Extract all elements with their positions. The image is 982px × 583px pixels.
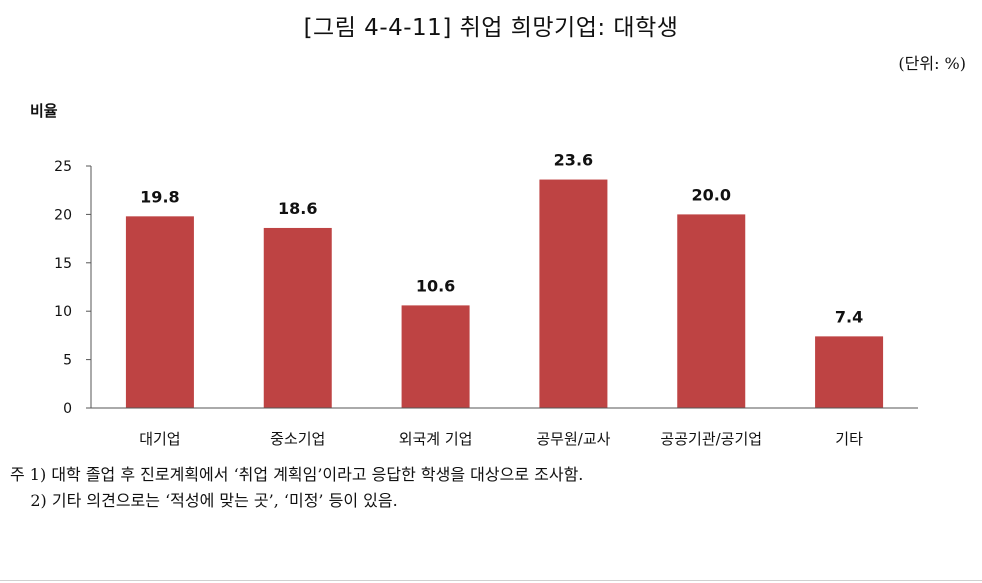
footnotes: 주 1) 대학 졸업 후 진로계획에서 ‘취업 계획임’이라고 응답한 학생을 … bbox=[10, 462, 583, 514]
footnote-2: 2) 기타 의견으로는 ‘적성에 맞는 곳’, ‘미정’ 등이 있음. bbox=[10, 491, 398, 510]
y-tick-label: 25 bbox=[54, 159, 72, 175]
bottom-divider bbox=[0, 580, 982, 581]
y-tick-label: 20 bbox=[54, 207, 72, 223]
x-category-label: 공공기관/공기업 bbox=[660, 430, 762, 448]
y-axis-label: 비율 bbox=[30, 102, 58, 120]
bar bbox=[815, 336, 884, 408]
x-category-label: 기타 bbox=[835, 430, 863, 448]
chart-title: [그림 4-4-11] 취업 희망기업: 대학생 bbox=[303, 15, 679, 41]
x-category-label: 공무원/교사 bbox=[536, 430, 610, 448]
data-label: 20.0 bbox=[692, 185, 731, 204]
data-label: 10.6 bbox=[416, 276, 455, 295]
y-tick-label: 10 bbox=[54, 304, 72, 320]
x-category-label: 중소기업 bbox=[270, 430, 325, 448]
bar bbox=[125, 216, 194, 408]
y-tick-label: 15 bbox=[54, 256, 72, 272]
data-label: 23.6 bbox=[554, 151, 593, 170]
data-label: 7.4 bbox=[835, 307, 863, 326]
unit-label: (단위: %) bbox=[898, 54, 966, 73]
bar bbox=[401, 305, 470, 408]
x-category-label: 외국계 기업 bbox=[399, 430, 473, 448]
x-category-label: 대기업 bbox=[139, 430, 180, 448]
footnote-1: 주 1) 대학 졸업 후 진로계획에서 ‘취업 계획임’이라고 응답한 학생을 … bbox=[10, 465, 584, 484]
bar bbox=[539, 179, 608, 408]
data-label: 19.8 bbox=[140, 187, 179, 206]
bar bbox=[263, 227, 332, 408]
bar-chart: 비율 0 5 10 15 20 25 19.8 18.6 10.6 23.6 20.0 7.4 대기… bbox=[30, 102, 918, 448]
data-label: 18.6 bbox=[278, 199, 317, 218]
y-tick-label: 0 bbox=[63, 401, 72, 417]
bar bbox=[677, 214, 746, 408]
y-tick-label: 5 bbox=[63, 353, 72, 369]
